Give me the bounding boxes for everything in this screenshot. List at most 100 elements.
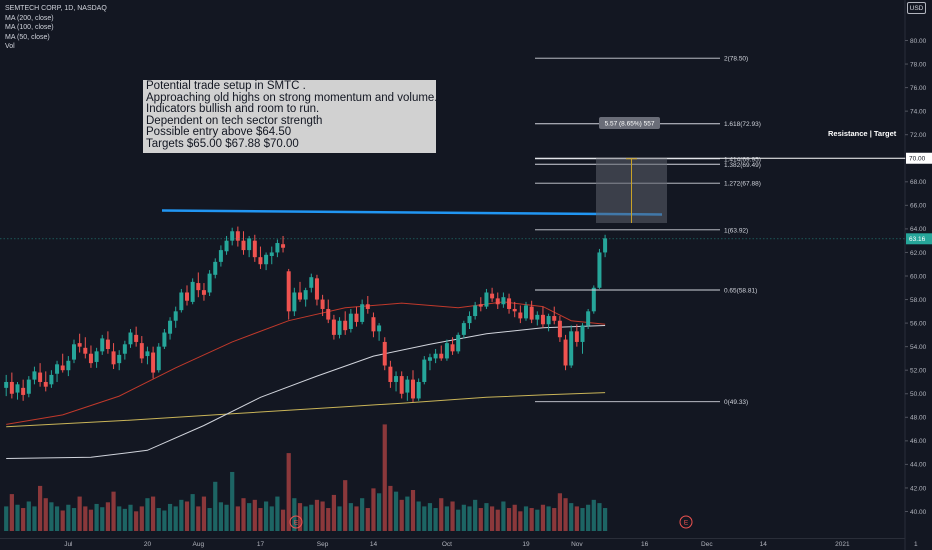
volume-bar	[207, 508, 212, 531]
volume-bar	[162, 510, 167, 531]
candle-body	[586, 311, 591, 326]
volume-bar	[218, 502, 223, 531]
earnings-icon-glyph: E	[294, 519, 299, 526]
legend-ma100[interactable]: MA (100, close)	[5, 24, 54, 31]
candle-body	[331, 319, 336, 335]
candle-body	[60, 365, 65, 371]
volume-bar	[348, 503, 353, 531]
volume-bar	[151, 496, 156, 531]
resistance-price-tag	[906, 152, 932, 164]
candle-body	[569, 331, 574, 366]
volume-bar	[309, 504, 314, 531]
last-price-tag-label: 63.16	[909, 236, 926, 243]
volume-bar	[456, 509, 461, 531]
candle-body	[94, 351, 99, 362]
candle-body	[507, 298, 512, 309]
time-tick-label: Jul	[64, 541, 73, 548]
candle-body	[26, 379, 31, 394]
measure-tag	[599, 117, 660, 129]
volume-bar	[179, 499, 184, 531]
candle-body	[518, 312, 523, 319]
volume-bar	[337, 506, 342, 531]
volume-bar	[461, 504, 466, 531]
time-tick-label: 14	[760, 541, 768, 548]
volume-bar	[83, 506, 88, 531]
volume-bar	[60, 510, 65, 531]
fib-level-label: 1.414(69.95)	[724, 156, 761, 163]
candle-body	[574, 331, 579, 342]
volume-bar	[444, 506, 449, 531]
candle-body	[303, 290, 308, 300]
volume-bar	[139, 506, 144, 531]
fib-level-label: 1.272(67.88)	[724, 181, 761, 188]
volume-bar	[264, 501, 269, 531]
volume-bar	[235, 506, 240, 531]
candle-body	[77, 343, 82, 347]
time-tick-label: 20	[144, 541, 152, 548]
volume-bar	[292, 498, 297, 531]
volume-bar	[433, 508, 438, 531]
volume-bar	[512, 504, 517, 531]
candle-body	[433, 353, 438, 359]
candle-body	[529, 306, 534, 320]
currency-badge[interactable]: USD	[907, 2, 926, 14]
candle-body	[444, 343, 449, 359]
candle-body	[580, 325, 585, 342]
candle-body	[235, 231, 240, 241]
price-tick-label: 76.00	[910, 85, 927, 92]
volume-bar	[399, 499, 404, 531]
candle-body	[213, 261, 218, 275]
volume-bar	[320, 501, 325, 531]
candle-body	[21, 387, 26, 395]
volume-bar	[365, 508, 370, 531]
volume-bar	[38, 485, 43, 531]
volume-bar	[15, 504, 20, 531]
volume-bar	[490, 506, 495, 531]
candle-body	[122, 344, 127, 354]
volume-bar	[105, 502, 110, 531]
volume-bar	[258, 508, 263, 531]
time-tick-label: 17	[257, 541, 265, 548]
candle-body	[394, 376, 399, 382]
volume-bar	[241, 498, 246, 531]
volume-bar	[563, 498, 568, 531]
price-tick-label: 62.00	[910, 250, 927, 257]
legend-ma50[interactable]: MA (50, close)	[5, 33, 50, 41]
candle-body	[145, 351, 150, 357]
volume-bar	[557, 493, 562, 531]
volume-bar	[574, 506, 579, 531]
trade-note[interactable]: Potential trade setup in SMTC . Approach…	[143, 80, 438, 153]
volume-bar	[393, 491, 399, 531]
legend-vol[interactable]: Vol	[5, 43, 15, 50]
candle-body	[388, 366, 393, 382]
volume-bar	[523, 506, 529, 531]
volume-bar	[354, 506, 359, 531]
volume-bar	[422, 506, 427, 531]
volume-bar	[529, 508, 534, 531]
legend-ma200[interactable]: MA (200, close)	[5, 14, 54, 22]
candle-body	[563, 339, 568, 366]
price-tick-label: 52.00	[910, 368, 927, 375]
fib-level-label: 1.618(72.93)	[724, 121, 761, 128]
fib-level-label: 0.65(58.81)	[724, 288, 757, 295]
volume-bar	[145, 498, 150, 531]
volume-bar	[388, 485, 393, 531]
volume-bar	[546, 506, 551, 531]
price-tick-label: 58.00	[910, 297, 927, 304]
candle-body	[224, 240, 229, 252]
candle-body	[105, 339, 110, 350]
volume-bar	[382, 424, 387, 531]
price-tick-label: 46.00	[910, 438, 927, 445]
note-line: Potential trade setup in SMTC .	[146, 80, 306, 92]
candle-body	[111, 351, 116, 365]
volume-bar	[478, 508, 483, 531]
candle-body	[275, 243, 280, 253]
fib-level-label: 0(49.33)	[724, 399, 748, 406]
note-line: Possible entry above $64.50	[146, 126, 292, 139]
volume-bar	[94, 503, 99, 531]
candle-body	[117, 354, 122, 364]
resistance-label: Resistance | Target	[828, 129, 897, 138]
volume-bar	[201, 496, 207, 531]
